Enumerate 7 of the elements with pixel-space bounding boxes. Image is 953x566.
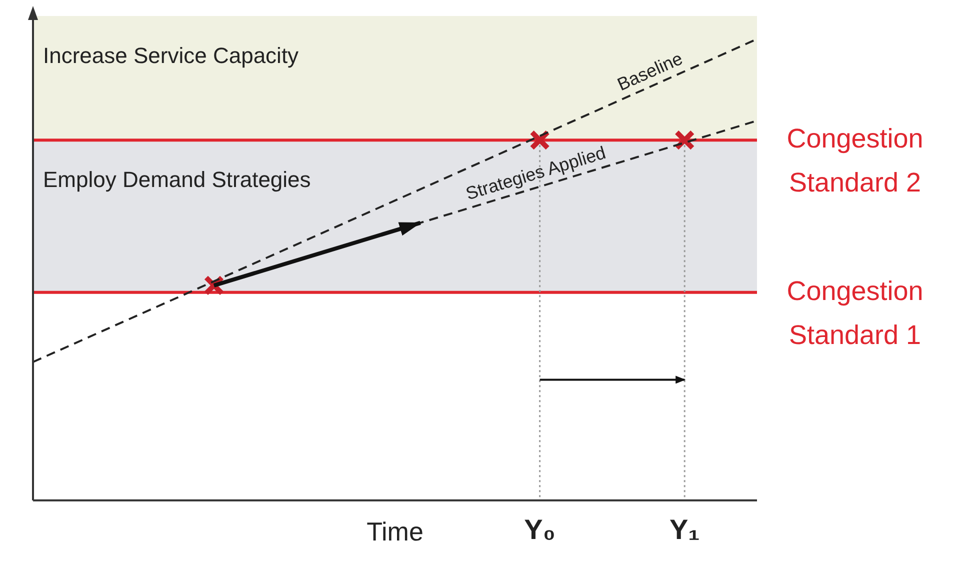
ref-line-label: Congestion Standard 1 <box>786 276 924 350</box>
band-label: Increase Service Capacity <box>43 43 299 68</box>
ref-line-label: Congestion Standard 2 <box>786 124 924 198</box>
x-tick-label: Y₁ <box>669 514 700 545</box>
band-label: Employ Demand Strategies <box>43 167 311 192</box>
x-tick-label: Y₀ <box>524 514 556 545</box>
x-axis-title: Time <box>366 516 424 547</box>
